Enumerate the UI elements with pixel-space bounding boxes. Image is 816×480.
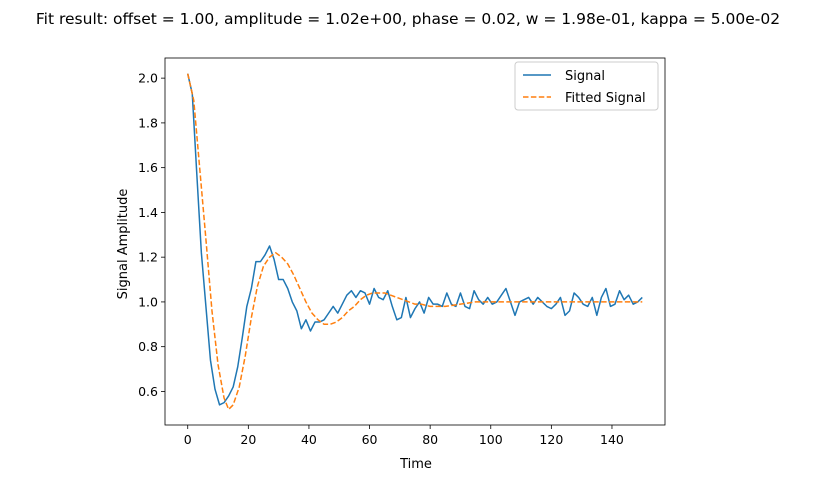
y-tick-label: 1.0 — [138, 294, 158, 309]
legend-label-signal: Signal — [565, 69, 605, 84]
y-tick-label: 2.0 — [138, 71, 158, 86]
series-line-fitted-signal — [186, 73, 643, 411]
x-tick-label: 20 — [240, 432, 256, 447]
y-tick-label: 0.8 — [138, 339, 158, 354]
x-tick-label: 120 — [539, 432, 563, 447]
y-tick-label: 1.8 — [138, 115, 158, 130]
x-tick-label: 100 — [479, 432, 503, 447]
x-axis-label: Time — [399, 457, 432, 472]
x-tick-label: 60 — [362, 432, 378, 447]
y-tick-label: 0.6 — [138, 384, 158, 399]
y-axis-ticks: 0.6 0.8 1.0 1.2 1.4 1.6 1.8 2.0 — [138, 71, 165, 399]
legend: Signal Fitted Signal — [514, 61, 659, 111]
y-tick-label: 1.2 — [138, 250, 158, 265]
x-tick-label: 80 — [422, 432, 438, 447]
x-tick-label: 40 — [301, 432, 317, 447]
x-tick-label: 0 — [184, 432, 192, 447]
legend-box — [514, 61, 659, 111]
chart-title: Fit result: offset = 1.00, amplitude = 1… — [36, 10, 780, 28]
plot-area — [186, 73, 643, 411]
legend-label-fitted-signal: Fitted Signal — [565, 91, 646, 106]
x-tick-label: 140 — [600, 432, 624, 447]
plot-frame — [164, 57, 666, 426]
series-line-signal — [186, 73, 643, 406]
y-tick-label: 1.6 — [138, 160, 158, 175]
y-axis-label: Signal Amplitude — [116, 189, 131, 300]
x-axis-ticks: 0 20 40 60 80 100 120 140 — [184, 425, 624, 447]
y-tick-label: 1.4 — [138, 205, 158, 220]
